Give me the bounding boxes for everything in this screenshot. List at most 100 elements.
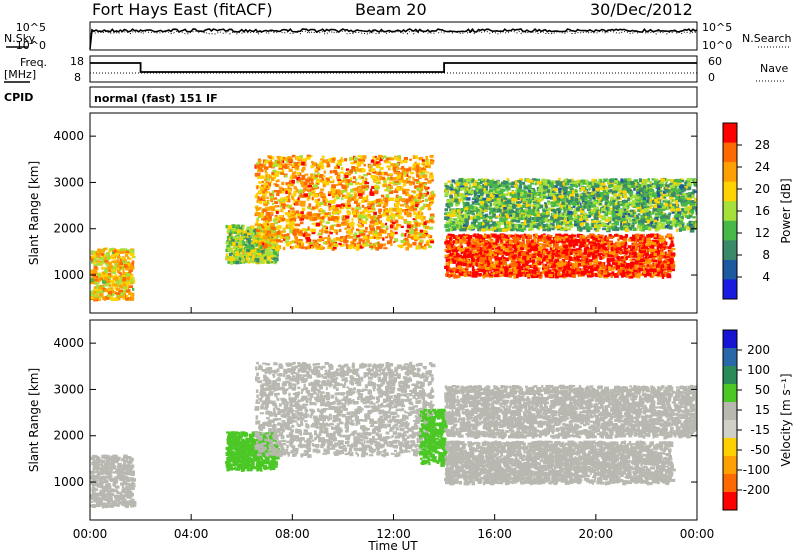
echo-cell — [405, 247, 409, 251]
echo-cell — [277, 225, 282, 229]
echo-cell — [241, 258, 245, 262]
echo-cell — [473, 242, 477, 246]
echo-cell — [128, 289, 130, 292]
echo-cell — [306, 229, 308, 232]
echo-cell — [671, 248, 675, 250]
echo-cell — [258, 191, 262, 194]
echo-cell — [430, 198, 433, 200]
echo-cell — [354, 201, 358, 204]
echo-cell — [131, 296, 134, 300]
echo-cell — [621, 256, 624, 259]
echo-cell — [273, 252, 277, 255]
echo-cell — [465, 249, 469, 252]
echo-cell — [584, 250, 588, 253]
echo-cell — [345, 179, 347, 183]
echo-cell — [624, 250, 627, 253]
echo-cell — [551, 256, 554, 260]
echo-cell — [472, 235, 475, 238]
echo-cell — [386, 165, 391, 167]
echo-cell — [380, 220, 382, 223]
echo-cell — [281, 182, 284, 186]
echo-cell — [549, 260, 553, 262]
echo-cell — [396, 163, 400, 166]
echo-cell — [277, 179, 279, 182]
echo-cell — [445, 255, 448, 258]
echo-cell — [414, 220, 417, 222]
echo-cell — [273, 227, 276, 231]
echo-cell — [316, 223, 320, 227]
echo-cell — [308, 185, 312, 188]
echo-cell — [233, 246, 236, 249]
echo-cell — [108, 262, 111, 265]
echo-cell — [429, 227, 433, 230]
cpid-label: CPID — [4, 91, 33, 104]
echo-cell — [116, 281, 119, 285]
echo-cell — [604, 250, 608, 253]
echo-cell — [475, 253, 479, 255]
echo-cell — [344, 228, 347, 231]
echo-cell — [260, 255, 264, 257]
echo-cell — [282, 218, 286, 221]
echo-cell — [132, 293, 134, 296]
echo-cell — [528, 235, 532, 239]
echo-cell — [586, 247, 590, 250]
echo-cell — [429, 219, 433, 222]
echo-cell — [291, 180, 295, 184]
echo-cell — [94, 289, 98, 291]
echo-cell — [659, 236, 662, 239]
echo-cell — [424, 184, 427, 186]
echo-cell — [363, 240, 365, 243]
echo-cell — [341, 157, 343, 159]
echo-cell — [521, 243, 524, 247]
echo-cell — [244, 234, 247, 236]
echo-cell — [668, 247, 672, 249]
echo-cell — [291, 247, 293, 250]
echo-cell — [239, 249, 242, 252]
echo-cell — [231, 239, 234, 242]
echo-cell — [665, 236, 667, 238]
echo-cell — [508, 275, 512, 278]
echo-cell — [464, 274, 467, 277]
echo-cell — [406, 201, 409, 204]
echo-cell — [414, 198, 418, 201]
echo-cell — [119, 285, 122, 289]
echo-cell — [269, 216, 272, 219]
echo-cell — [468, 260, 472, 263]
echo-cell — [130, 253, 135, 256]
echo-cell — [400, 204, 404, 206]
echo-cell — [370, 244, 373, 246]
echo-cell — [589, 266, 594, 269]
echo-cell — [469, 264, 472, 268]
beam-title: Beam 20 — [355, 0, 427, 19]
echo-cell — [309, 178, 313, 181]
echo-cell — [249, 246, 251, 249]
echo-cell — [613, 244, 616, 247]
echo-cell — [288, 212, 291, 215]
echo-cell — [107, 256, 111, 260]
echo-cell — [639, 265, 642, 268]
echo-cell — [263, 201, 267, 204]
echo-cell — [302, 185, 306, 187]
echo-cell — [302, 215, 306, 219]
echo-cell — [555, 244, 558, 246]
echo-cell — [257, 253, 262, 256]
echo-cell — [288, 205, 292, 208]
echo-cell — [109, 284, 111, 287]
echo-cell — [410, 172, 414, 174]
echo-cell — [121, 257, 126, 259]
nsearch-label: N.Search — [742, 32, 792, 45]
echo-cell — [324, 171, 326, 174]
echo-cell — [281, 165, 286, 168]
echo-cell — [279, 215, 284, 218]
echo-cell — [583, 252, 587, 255]
echo-cell — [368, 169, 371, 171]
echo-cell — [257, 226, 261, 229]
echo-cell — [348, 183, 351, 185]
echo-cell — [418, 211, 420, 215]
echo-cell — [275, 217, 278, 219]
echo-cell — [331, 185, 336, 188]
echo-cell — [255, 165, 260, 168]
echo-cell — [348, 197, 352, 201]
echo-cell — [508, 246, 513, 249]
echo-cell — [269, 183, 272, 187]
